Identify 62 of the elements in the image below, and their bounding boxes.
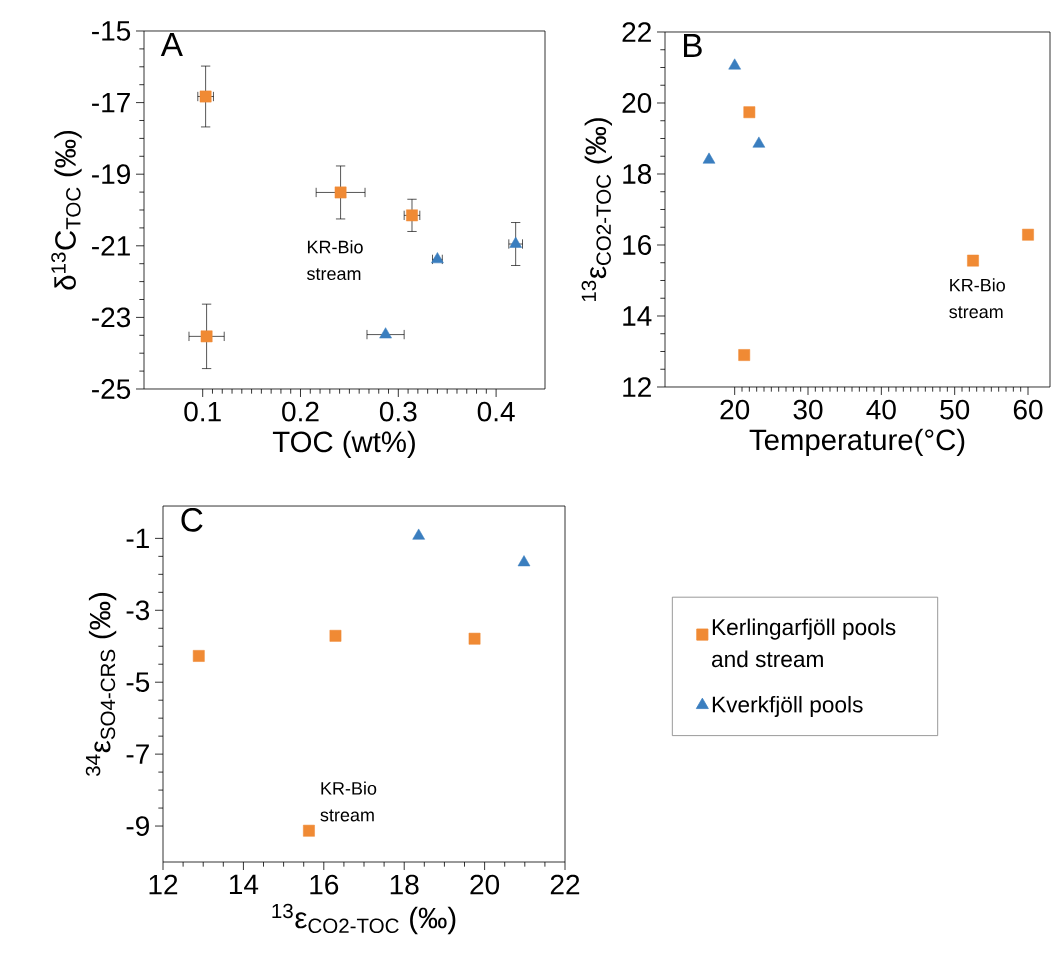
- x-tick-label: 0.2: [282, 401, 319, 422]
- y-axis-title: $^{34}$ε$_{SO4-CRS}$ (‰): [85, 593, 117, 777]
- point: [967, 254, 979, 267]
- y-tick-label: -25: [92, 379, 131, 399]
- x-tick-label: 20: [470, 874, 500, 895]
- x-tick-label: 0.3: [379, 401, 417, 422]
- y-tick-label: -23: [92, 307, 131, 328]
- x-tick-label: 40: [866, 399, 896, 420]
- x-tick-label: 60: [1013, 399, 1043, 420]
- y-tick-label: -21: [92, 236, 130, 256]
- x-tick-label: 30: [793, 399, 823, 420]
- point: [1022, 228, 1034, 241]
- chart-title: A: [160, 33, 183, 57]
- x-tick-label: 0.1: [184, 401, 221, 422]
- point: [517, 555, 531, 567]
- point: [192, 650, 205, 662]
- x-tick-label: 16: [310, 874, 339, 895]
- y-tick-label: 12: [623, 377, 651, 397]
- y-tick-label: -15: [92, 21, 131, 41]
- point: [200, 330, 213, 343]
- y-tick-label: 18: [623, 164, 652, 184]
- y-tick-label: -19: [92, 164, 130, 185]
- point: [303, 824, 315, 837]
- x-axis-title: Temperature(°C): [749, 428, 965, 457]
- point: [468, 632, 481, 645]
- legend-label: Kerlingarfjöll pools and stream: [711, 618, 896, 668]
- point: [412, 528, 425, 540]
- y-tick-label: 16: [623, 235, 652, 255]
- y-tick-label: 22: [622, 22, 651, 42]
- y-tick-label: -7: [126, 744, 149, 764]
- chart-title: C: [181, 508, 203, 532]
- y-tick-label: 14: [623, 306, 652, 326]
- point: [752, 136, 766, 148]
- annotation: KR-Bio stream: [949, 278, 1005, 319]
- annotation: KR-Bio stream: [306, 240, 363, 281]
- x-tick-label: 50: [940, 399, 970, 420]
- point: [728, 58, 741, 70]
- chart-title: B: [684, 34, 702, 57]
- y-tick-label: -1: [126, 528, 149, 549]
- point: [738, 349, 751, 361]
- x-tick-label: 20: [720, 399, 750, 420]
- legend-label: Kverkfjöll pools: [712, 695, 863, 718]
- y-tick-label: -3: [126, 600, 150, 621]
- y-axis-title: δ$^{13}$C$_{TOC}$ (‰): [51, 130, 82, 290]
- x-tick-label: 14: [229, 874, 259, 894]
- y-tick-label: -17: [92, 92, 130, 113]
- x-tick-label: 22: [550, 874, 580, 895]
- y-tick-label: 20: [622, 93, 652, 113]
- point: [743, 106, 756, 119]
- point: [702, 152, 716, 164]
- x-axis-title: TOC (wt%): [272, 430, 415, 459]
- x-tick-label: 18: [390, 874, 419, 895]
- x-tick-label: 0.4: [477, 401, 515, 422]
- point: [379, 327, 392, 339]
- y-tick-label: -5: [126, 672, 150, 692]
- x-tick-label: 12: [149, 874, 178, 895]
- annotation: KR-Bio stream: [320, 781, 377, 822]
- y-axis-title: $^{13}$ε$_{CO2-TOC}$ (‰): [581, 118, 612, 302]
- point: [334, 186, 347, 199]
- point: [329, 629, 342, 642]
- x-axis-title: $^{13}$ε$_{CO2-TOC}$ (‰): [272, 903, 456, 935]
- y-tick-label: -9: [126, 816, 149, 836]
